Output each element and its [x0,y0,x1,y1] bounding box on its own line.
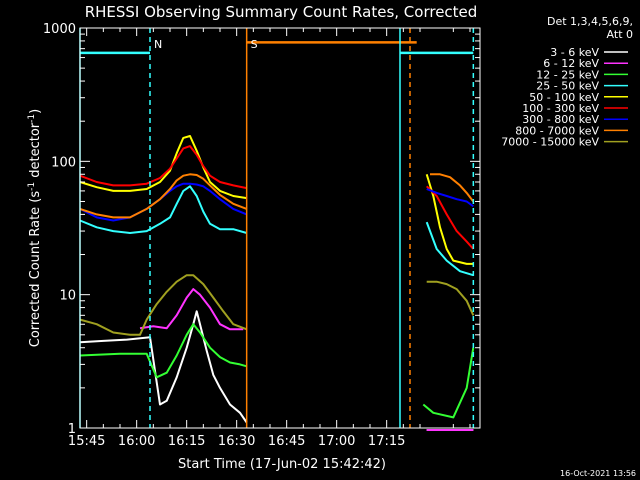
x-tick-label-1: 16:00 [118,434,155,449]
x-tick-label-0: 15:45 [68,434,105,449]
x-tick-label-6: 17:15 [368,434,405,449]
y-tick-label-3: 1000 [43,22,76,37]
y-axis-label-sup2: -1 [27,114,37,123]
series-line-7 [79,173,475,219]
y-axis-label-end: ) [28,109,43,114]
legend-label-7: 800 - 7000 keV [515,124,599,137]
x-tick-label-2: 16:15 [168,434,205,449]
series-line-2 [79,323,475,419]
series-line-3 [79,185,474,277]
legend-label-4: 50 - 100 keV [529,91,599,104]
footer-timestamp: 16-Oct-2021 13:56 [560,469,636,478]
series-line-6 [79,182,474,222]
legend-label-3: 25 - 50 keV [536,80,599,93]
x-tick-label-3: 16:30 [218,434,255,449]
series-layer [79,41,475,431]
marker-label-0: N [154,38,162,51]
series-line-8 [79,274,475,336]
x-tick-label-4: 16:45 [268,434,305,449]
series-line-1 [139,288,474,431]
y-axis-label-sup1: -1 [27,182,37,191]
y-axis-label-mid: detector [28,122,43,182]
marker-label-1: S [251,38,258,51]
legend-label-6: 300 - 800 keV [522,113,599,126]
legend-header-2: Att 0 [607,28,633,41]
legend-label-5: 100 - 300 keV [522,102,599,115]
legend-label-8: 7000 - 15000 keV [501,136,599,149]
legend-label-2: 12 - 25 keV [536,68,599,81]
y-tick-label-2: 100 [51,155,76,170]
plot-frame [79,27,481,429]
y-axis-label-main: Corrected Count Rate (s [28,191,43,348]
x-tick-label-5: 17:00 [318,434,355,449]
y-axis: 1 10 100 1000 [43,22,480,437]
y-tick-label-1: 10 [59,289,76,304]
series-line-5 [79,145,475,250]
y-axis-label: Corrected Count Rate (s-1 detector-1) [27,109,43,347]
legend-label-1: 6 - 12 keV [543,57,599,70]
legend-label-0: 3 - 6 keV [550,46,599,59]
series-line-0 [79,310,474,431]
series-line-4 [79,135,474,265]
y-tick-label-0: 1 [68,422,76,437]
x-axis: 15:45 16:00 16:15 16:30 16:45 17:00 17:15 [68,28,471,449]
x-axis-label: Start Time (17-Jun-02 15:42:42) [178,457,386,472]
chart-title: RHESSI Observing Summary Count Rates, Co… [85,3,478,21]
legend-header-1: Det 1,3,4,5,6,9, [547,15,633,28]
